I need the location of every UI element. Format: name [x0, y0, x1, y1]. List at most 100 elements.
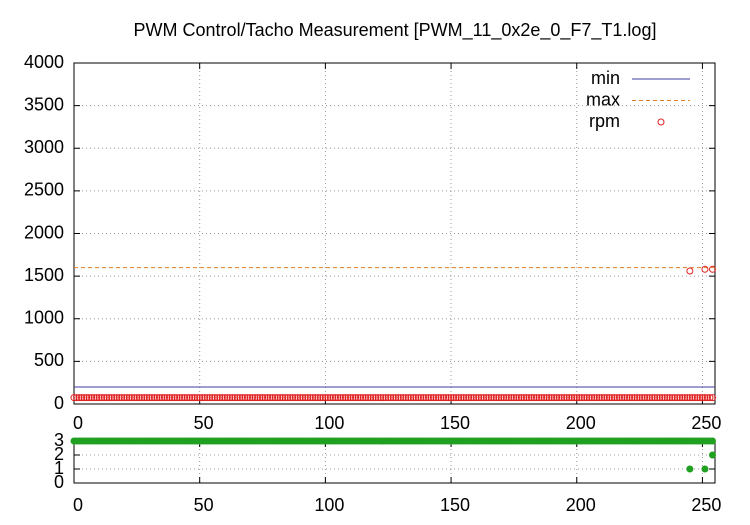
data-point — [171, 394, 179, 402]
data-point — [259, 394, 267, 402]
data-point — [160, 394, 168, 402]
data-point — [83, 394, 91, 402]
data-point — [203, 394, 211, 402]
data-point — [321, 394, 329, 402]
data-point — [183, 394, 191, 402]
data-point — [311, 394, 319, 402]
data-point — [465, 394, 473, 402]
data-point — [475, 394, 483, 402]
data-point — [633, 394, 641, 402]
data-point — [110, 394, 118, 402]
data-point — [226, 394, 234, 402]
chart-title: PWM Control/Tacho Measurement [PWM_11_0x… — [134, 20, 657, 41]
data-point — [392, 394, 400, 402]
data-point — [329, 394, 337, 402]
x-tick-label: 250 — [691, 413, 721, 433]
data-point — [412, 394, 420, 402]
data-point — [359, 394, 367, 402]
data-point — [422, 394, 430, 402]
data-point — [480, 394, 488, 402]
data-point — [517, 394, 525, 402]
data-point — [299, 394, 307, 402]
data-point — [246, 394, 254, 402]
data-point — [286, 394, 294, 402]
data-point — [698, 394, 706, 402]
data-point — [130, 394, 138, 402]
data-point — [593, 394, 601, 402]
data-point — [507, 394, 515, 402]
data-point — [691, 394, 699, 402]
data-point — [460, 394, 468, 402]
data-point — [500, 394, 508, 402]
x-tick-label: 100 — [314, 413, 344, 433]
legend-label: min — [591, 68, 620, 88]
data-point — [708, 451, 716, 459]
data-point — [138, 394, 146, 402]
data-point — [123, 394, 131, 402]
data-point — [261, 394, 269, 402]
data-point — [198, 394, 206, 402]
data-point — [228, 394, 236, 402]
data-point — [347, 394, 355, 402]
data-point — [502, 394, 510, 402]
x-tick-label: 150 — [440, 495, 470, 515]
data-point — [236, 394, 244, 402]
data-point — [673, 394, 681, 402]
plot-frame — [73, 440, 716, 484]
data-point — [440, 394, 448, 402]
data-point — [553, 394, 561, 402]
y-tick-label: 0 — [54, 472, 64, 492]
data-point — [211, 394, 219, 402]
data-point — [608, 394, 616, 402]
data-point — [85, 394, 93, 402]
data-point — [671, 394, 679, 402]
data-point — [251, 394, 259, 402]
data-point — [289, 394, 297, 402]
data-point — [605, 394, 613, 402]
data-point — [658, 394, 666, 402]
data-point — [145, 394, 153, 402]
data-point — [583, 394, 591, 402]
data-point — [291, 394, 299, 402]
x-tick-label: 0 — [73, 495, 83, 515]
data-point — [696, 394, 704, 402]
data-point — [409, 394, 417, 402]
data-point — [201, 394, 209, 402]
data-point — [527, 394, 535, 402]
data-point — [653, 394, 661, 402]
data-point — [522, 394, 530, 402]
data-point — [73, 394, 81, 402]
data-point — [399, 394, 407, 402]
data-point — [432, 394, 440, 402]
data-point — [621, 394, 629, 402]
y-tick-label: 500 — [34, 350, 64, 370]
data-point — [188, 394, 196, 402]
data-point — [233, 394, 241, 402]
x-tick-label: 100 — [314, 495, 344, 515]
data-point — [100, 394, 108, 402]
data-point — [437, 394, 445, 402]
data-point — [525, 394, 533, 402]
data-point — [133, 394, 141, 402]
x-tick-label: 250 — [691, 495, 721, 515]
data-point — [266, 394, 274, 402]
data-point — [143, 394, 151, 402]
data-point — [379, 394, 387, 402]
data-point — [455, 394, 463, 402]
data-point — [216, 394, 224, 402]
data-point — [631, 394, 639, 402]
data-point — [414, 394, 422, 402]
data-point — [676, 394, 684, 402]
data-point — [80, 394, 88, 402]
data-point — [424, 394, 432, 402]
y-tick-label: 3 — [54, 430, 64, 450]
data-point — [703, 394, 711, 402]
data-point — [578, 394, 586, 402]
y-tick-label: 0 — [54, 393, 64, 413]
data-point — [231, 394, 239, 402]
data-point — [78, 394, 86, 402]
data-point — [118, 394, 126, 402]
data-point — [538, 394, 546, 402]
data-point — [274, 394, 282, 402]
data-point — [394, 394, 402, 402]
